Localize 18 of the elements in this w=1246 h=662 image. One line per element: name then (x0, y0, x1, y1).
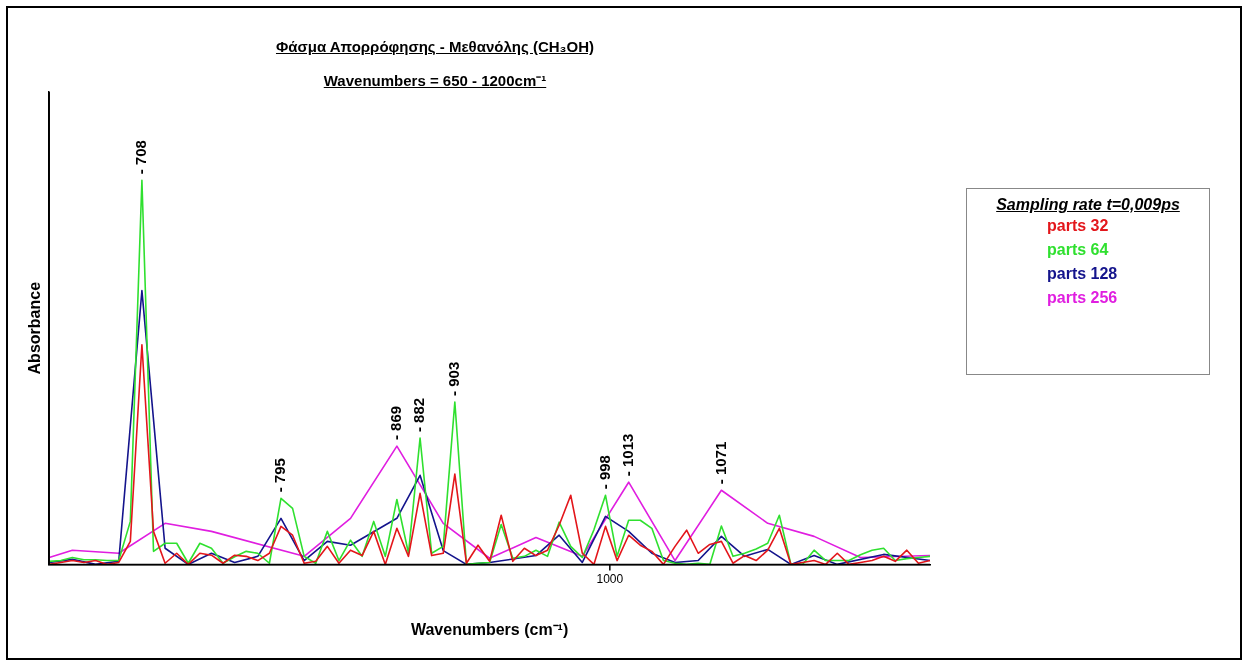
annotation: - 1071 (711, 441, 729, 485)
annotation: - 903 (444, 361, 462, 396)
annotation: - 869 (387, 405, 405, 441)
annotation: - 1013 (618, 433, 636, 477)
text: 1000 (596, 571, 624, 586)
legend-title: Sampling rate t=0,009ps (995, 196, 1181, 214)
text: parts 128 (1047, 264, 1119, 284)
text: parts 64 (1047, 240, 1110, 260)
annotation: - 708 (132, 140, 150, 175)
annotation: - 998 (595, 455, 613, 490)
text: parts 256 (1047, 288, 1119, 308)
text: parts 32 (1047, 216, 1110, 236)
y-axis-title: Absorbance (26, 281, 44, 375)
chart-subtitle: Wavenumbers = 650 - 1200cm⁻¹ (323, 72, 547, 89)
x-axis-title: Wavenumbers (cm⁻¹) (410, 620, 569, 638)
chart-title: Φάσμα Απορρόφησης - Μεθανόλης (CH₃OH) (275, 38, 595, 55)
annotation: - 795 (271, 458, 289, 493)
annotation: - 882 (410, 397, 428, 433)
